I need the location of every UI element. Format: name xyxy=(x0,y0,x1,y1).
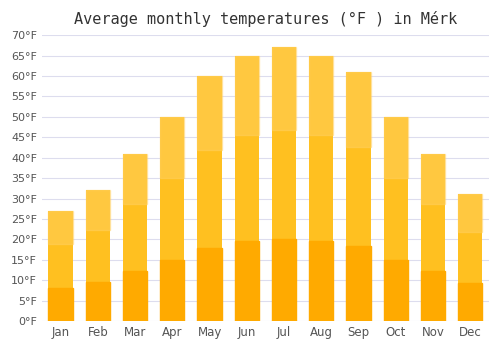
Bar xyxy=(421,154,445,321)
Bar xyxy=(160,117,184,321)
Bar xyxy=(384,260,408,321)
Bar xyxy=(86,190,110,321)
Bar xyxy=(458,195,482,321)
Bar xyxy=(309,241,334,321)
Bar xyxy=(309,56,334,135)
Bar xyxy=(198,76,222,149)
Bar xyxy=(272,48,296,130)
Bar xyxy=(234,241,259,321)
Bar xyxy=(384,117,408,178)
Bar xyxy=(48,211,72,244)
Bar xyxy=(272,239,296,321)
Bar xyxy=(272,48,296,321)
Bar xyxy=(160,117,184,178)
Bar xyxy=(346,72,370,147)
Bar xyxy=(123,154,147,321)
Bar xyxy=(346,72,370,321)
Bar xyxy=(198,247,222,321)
Bar xyxy=(234,56,259,321)
Bar xyxy=(384,117,408,321)
Bar xyxy=(198,76,222,321)
Bar xyxy=(123,271,147,321)
Bar xyxy=(234,56,259,135)
Bar xyxy=(86,190,110,230)
Bar xyxy=(421,271,445,321)
Bar xyxy=(458,195,482,232)
Bar xyxy=(160,260,184,321)
Bar xyxy=(421,154,445,204)
Bar xyxy=(48,211,72,321)
Bar xyxy=(48,288,72,321)
Bar xyxy=(346,246,370,321)
Title: Average monthly temperatures (°F ) in Mérk: Average monthly temperatures (°F ) in Mé… xyxy=(74,11,457,27)
Bar xyxy=(458,283,482,321)
Bar xyxy=(123,154,147,204)
Bar xyxy=(309,56,334,321)
Bar xyxy=(86,282,110,321)
